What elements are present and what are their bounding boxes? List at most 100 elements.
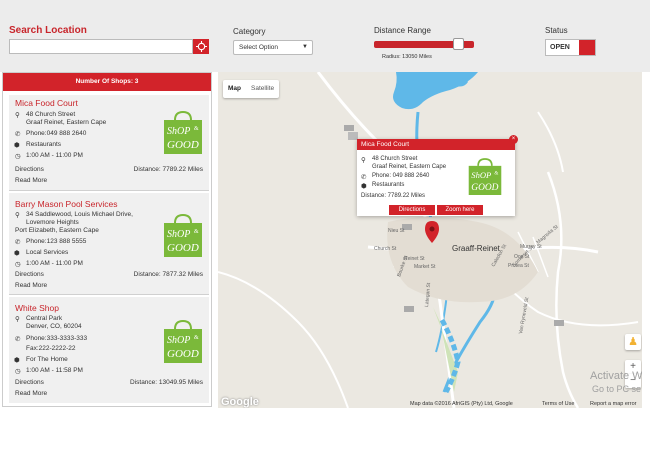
- activation-watermark: Activate W: [590, 370, 642, 382]
- zoom-in-button[interactable]: +: [625, 360, 641, 374]
- map-marker-icon: ⚲: [15, 316, 20, 323]
- svg-text:Oos St: Oos St: [514, 254, 530, 260]
- shop-card[interactable]: Mica Food Court ⚲ 48 Church Street Graaf…: [9, 95, 209, 191]
- svg-text:&: &: [194, 126, 199, 132]
- status-label: Status: [545, 26, 568, 35]
- category-selected: Select Option: [239, 44, 279, 51]
- read-more-link[interactable]: Read More: [15, 282, 48, 289]
- svg-text:Lategan St: Lategan St: [424, 282, 432, 307]
- svg-text:Graaff-Reinet: Graaff-Reinet: [452, 244, 501, 253]
- category-select[interactable]: Select Option ▼: [233, 40, 313, 55]
- crosshair-icon: [195, 41, 207, 52]
- svg-text:&: &: [194, 335, 199, 341]
- popup-address-line: 48 Church Street: [372, 156, 418, 162]
- svg-text:Magnolia St: Magnolia St: [535, 224, 560, 246]
- map-attribution: Map data ©2016 AfriGIS (Pty) Ltd, Google: [410, 401, 513, 407]
- shop-hours: 1:00 AM - 11:00 PM: [26, 260, 83, 267]
- shop-category: Restaurants: [26, 141, 62, 148]
- status-toggle[interactable]: OPEN: [545, 39, 596, 56]
- svg-text:GOOD: GOOD: [167, 348, 199, 360]
- shop-category: For The Home: [26, 356, 68, 363]
- directions-link[interactable]: Directions: [15, 379, 44, 386]
- search-input[interactable]: [9, 39, 193, 54]
- info-popup: Mica Food Court × ⚲ 48 Church Street Gra…: [357, 135, 518, 216]
- svg-text:Protea St: Protea St: [508, 263, 529, 269]
- phone-icon: ✆: [15, 131, 21, 138]
- map-marker-icon: ⚲: [361, 157, 366, 164]
- search-location-title: Search Location: [9, 25, 87, 36]
- shop-name[interactable]: Barry Mason Pool Services: [15, 199, 118, 209]
- directions-link[interactable]: Directions: [15, 271, 44, 278]
- clock-icon: ◷: [15, 261, 21, 268]
- report-map-error-link[interactable]: Report a map error: [590, 401, 637, 407]
- svg-text:&: &: [194, 229, 199, 235]
- svg-text:ShOP: ShOP: [167, 126, 190, 137]
- read-more-link[interactable]: Read More: [15, 390, 48, 397]
- shop-distance: Distance: 7877.32 Miles: [133, 271, 203, 278]
- zoom-out-button[interactable]: −: [625, 374, 641, 388]
- popup-category: Restaurants: [372, 182, 405, 188]
- status-value: OPEN: [550, 44, 570, 51]
- shop-category: Local Services: [26, 249, 69, 256]
- category-label: Category: [233, 27, 266, 36]
- google-logo: Google: [221, 396, 259, 408]
- shop-name[interactable]: White Shop: [15, 303, 59, 313]
- shop-address-line: Denver, CO, 60204: [26, 323, 82, 330]
- svg-text:ShOP: ShOP: [471, 170, 492, 180]
- read-more-link[interactable]: Read More: [15, 177, 48, 184]
- popup-distance: Distance: 7789.22 Miles: [361, 193, 426, 199]
- close-icon[interactable]: ×: [509, 135, 518, 144]
- popup-zoom-button[interactable]: Zoom here: [437, 205, 483, 215]
- terms-link[interactable]: Terms of Use: [542, 401, 575, 407]
- chevron-down-icon: ▼: [302, 44, 308, 50]
- popup-phone: Phone: 049 888 2640: [372, 173, 430, 179]
- shop-card[interactable]: Barry Mason Pool Services ⚲ 34 Saddlewoo…: [9, 193, 209, 295]
- svg-text:Nieu St: Nieu St: [388, 228, 405, 234]
- shop-distance: Distance: 13049.95 Miles: [130, 379, 203, 386]
- shop-address-line: Lovemore Heights: [26, 219, 79, 226]
- shop-hours: 1:00 AM - 11:00 PM: [26, 152, 83, 159]
- svg-text:ShOP: ShOP: [167, 335, 190, 346]
- shop-logo: ShOP & GOOD: [164, 319, 202, 363]
- svg-text:Church St: Church St: [374, 246, 397, 252]
- tag-icon: ⬢: [14, 250, 20, 257]
- map-marker-icon: ⚲: [15, 212, 20, 219]
- shop-address-line: 48 Church Street: [26, 111, 76, 118]
- shop-phone: Phone:123 888 5555: [26, 238, 87, 245]
- shop-address-line: Graaf Reinet, Eastern Cape: [26, 119, 107, 126]
- clock-icon: ◷: [15, 368, 21, 375]
- shop-name[interactable]: Mica Food Court: [15, 98, 78, 108]
- shop-hours: 1:00 AM - 11:58 PM: [26, 367, 83, 374]
- map-tiles[interactable]: Graaff-Reinet Church St Bourke St Market…: [218, 72, 642, 408]
- map-view[interactable]: Graaff-Reinet Church St Bourke St Market…: [218, 72, 642, 408]
- popup-address-line: Graaf Reinet, Eastern Cape: [372, 164, 447, 170]
- pegman-icon[interactable]: ♟: [625, 334, 641, 350]
- map-type-map[interactable]: Map: [228, 85, 241, 92]
- map-marker-icon: ⚲: [15, 112, 20, 119]
- phone-icon: ✆: [15, 336, 21, 343]
- map-type-toggle: Map Satellite: [223, 80, 280, 98]
- shop-address-line: 34 Saddlewood, Louis Michael Drive,: [26, 211, 133, 218]
- status-switch[interactable]: [579, 40, 595, 55]
- distance-range-slider[interactable]: [374, 41, 474, 48]
- svg-text:GOOD: GOOD: [167, 242, 199, 254]
- svg-text:&: &: [494, 170, 498, 176]
- svg-text:GOOD: GOOD: [167, 139, 199, 151]
- svg-text:Van Ryneveld St: Van Ryneveld St: [518, 296, 530, 334]
- distance-range-label: Distance Range: [374, 26, 431, 35]
- shop-card[interactable]: White Shop ⚲ Central Park Denver, CO, 60…: [9, 297, 209, 403]
- radius-text: Radius: 13050 Miles: [382, 54, 432, 60]
- popup-title: Mica Food Court: [357, 139, 515, 150]
- distance-range-handle[interactable]: [453, 38, 465, 50]
- map-type-satellite[interactable]: Satellite: [251, 85, 275, 92]
- map-marker-pin[interactable]: [425, 221, 439, 243]
- locate-button[interactable]: [193, 39, 209, 54]
- popup-directions-button[interactable]: Directions: [389, 205, 435, 215]
- phone-icon: ✆: [15, 239, 21, 246]
- shop-phone: Phone:333-3333-333: [26, 335, 88, 342]
- shop-address-line: Central Park: [26, 315, 63, 322]
- shop-count-header: Number Of Shops: 3: [3, 73, 211, 91]
- tag-icon: ⬢: [361, 183, 367, 190]
- directions-link[interactable]: Directions: [15, 166, 44, 173]
- svg-text:ShOP: ShOP: [167, 229, 190, 240]
